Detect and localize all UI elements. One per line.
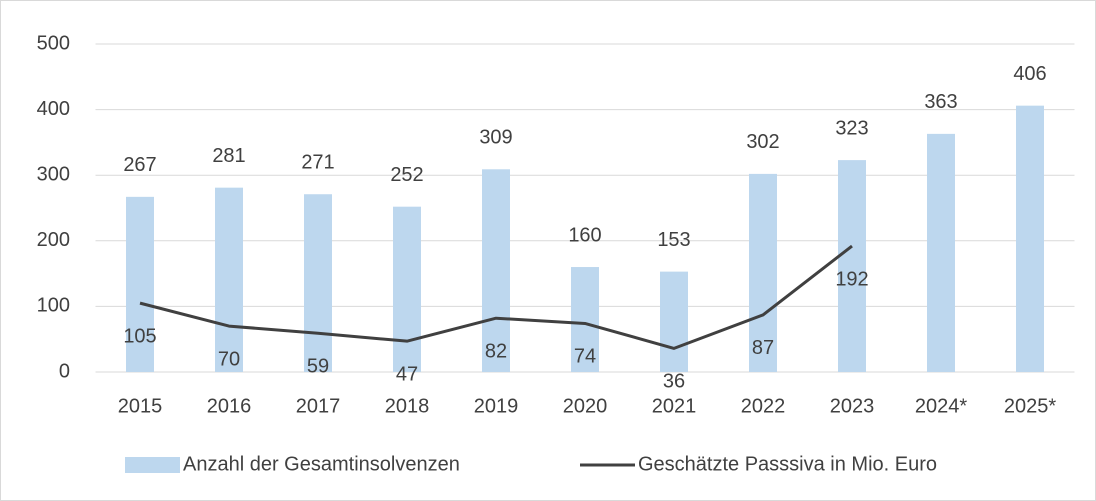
x-tick-label: 2021 (652, 395, 697, 417)
bar (571, 267, 599, 372)
x-tick-label: 2020 (563, 395, 608, 417)
bar (215, 187, 243, 372)
bar-value-label: 267 (123, 154, 156, 176)
bar (393, 206, 421, 372)
bar-value-label: 252 (390, 164, 423, 186)
legend-label: Anzahl der Gesamtinsolvenzen (183, 453, 460, 475)
legend-swatch (125, 457, 180, 473)
legend-label: Geschätzte Passsiva in Mio. Euro (638, 453, 937, 475)
x-tick-label: 2015 (118, 395, 163, 417)
line-value-label: 47 (396, 363, 418, 385)
bar (304, 194, 332, 372)
line-value-label: 82 (485, 340, 507, 362)
line-value-label: 74 (574, 346, 596, 368)
bar (126, 196, 154, 372)
line-value-label: 36 (663, 371, 685, 393)
y-tick-label: 200 (37, 229, 70, 251)
x-tick-label: 2025* (1004, 395, 1056, 417)
x-tick-label: 2018 (385, 395, 430, 417)
line-value-label: 59 (307, 356, 329, 378)
line-value-label: 105 (123, 325, 156, 347)
bar-value-label: 271 (301, 152, 334, 174)
y-tick-label: 300 (37, 163, 70, 185)
bar-value-label: 160 (568, 224, 601, 246)
bar (838, 160, 866, 372)
y-tick-label: 400 (37, 98, 70, 120)
bar (927, 133, 955, 372)
bar-value-label: 323 (835, 117, 868, 139)
bar-value-label: 406 (1013, 63, 1046, 85)
x-tick-label: 2016 (207, 395, 252, 417)
bar-value-label: 309 (479, 127, 512, 149)
x-tick-label: 2023 (830, 395, 875, 417)
y-tick-label: 500 (37, 32, 70, 54)
bar-value-label: 281 (212, 145, 245, 167)
line-value-label: 87 (752, 337, 774, 359)
line-value-label: 192 (835, 268, 868, 290)
y-tick-label: 100 (37, 295, 70, 317)
bar (482, 169, 510, 372)
x-tick-label: 2017 (296, 395, 341, 417)
bar-value-label: 363 (924, 91, 957, 113)
y-tick-label: 0 (59, 360, 70, 382)
line (139, 244, 853, 350)
x-tick-label: 2022 (741, 395, 786, 417)
line-value-label: 70 (218, 348, 240, 370)
x-tick-label: 2024* (915, 395, 967, 417)
bar (660, 271, 688, 372)
bar (749, 173, 777, 372)
bar (1016, 105, 1044, 372)
x-tick-label: 2019 (474, 395, 519, 417)
bar-value-label: 153 (657, 229, 690, 251)
bar-value-label: 302 (746, 131, 779, 153)
